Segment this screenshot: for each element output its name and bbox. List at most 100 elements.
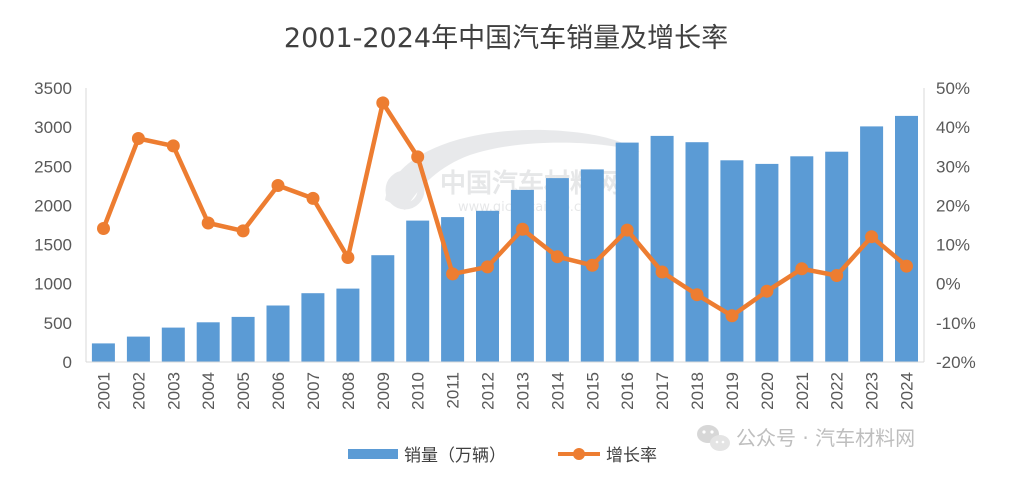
y-right-tick-label: 0% xyxy=(936,275,961,294)
growth-point xyxy=(655,265,669,279)
growth-point xyxy=(131,132,145,145)
growth-point xyxy=(620,223,634,237)
x-tick-label: 2004 xyxy=(199,372,218,410)
sales-bar xyxy=(790,156,814,362)
sales-bar xyxy=(720,160,744,362)
x-tick-label: 2008 xyxy=(339,372,358,410)
y-left-tick-label: 2000 xyxy=(34,196,72,215)
y-right-tick-label: 40% xyxy=(936,118,970,137)
growth-point xyxy=(830,269,844,282)
growth-point xyxy=(516,222,529,236)
legend: 销量（万辆） 增长率 xyxy=(348,446,657,466)
growth-point xyxy=(550,250,564,264)
y-left-tick-label: 1000 xyxy=(34,275,72,294)
legend-line-label: 增长率 xyxy=(606,446,657,466)
x-tick-label: 2018 xyxy=(688,372,707,410)
sales-bar xyxy=(615,142,639,362)
x-tick-label: 2024 xyxy=(898,372,917,410)
growth-point xyxy=(306,191,320,205)
y-right-tick-label: 10% xyxy=(936,236,970,255)
chart-title: 2001-2024年中国汽车销量及增长率 xyxy=(284,23,728,54)
sales-bar xyxy=(441,217,465,362)
growth-point xyxy=(236,224,250,238)
growth-point xyxy=(585,258,599,272)
line-series xyxy=(97,96,913,323)
sales-bar xyxy=(196,322,220,362)
growth-point xyxy=(97,222,110,235)
x-tick-label: 2001 xyxy=(95,372,114,410)
x-axis: 2001 2002 2003 2004 2005 2006 2007 2008 2009 2010… xyxy=(86,361,924,410)
watermark-swoosh-icon xyxy=(385,129,640,210)
sales-bar xyxy=(91,343,115,362)
wechat-account-label: 公众号 · 汽车材料网 xyxy=(736,426,915,450)
x-tick-label: 2011 xyxy=(444,372,463,409)
watermark-ring-icon xyxy=(385,170,425,210)
growth-point xyxy=(446,267,460,281)
y-left-tick-label: 500 xyxy=(44,314,72,333)
growth-point xyxy=(166,139,180,153)
y-axis-right: -20% -10% 0% 10% 20% 30% 40% 50% xyxy=(923,79,976,372)
y-left-tick-label: 1500 xyxy=(34,236,72,255)
y-left-tick-label: 2500 xyxy=(34,157,72,176)
y-left-tick-label: 3000 xyxy=(34,118,72,137)
growth-point xyxy=(271,179,285,192)
sales-bar xyxy=(126,336,150,362)
growth-point xyxy=(795,262,809,276)
sales-bar xyxy=(406,220,430,362)
sales-bar xyxy=(510,189,534,362)
sales-bar xyxy=(545,178,569,362)
x-tick-label: 2015 xyxy=(583,372,602,410)
x-tick-label: 2009 xyxy=(374,372,393,410)
wechat-watermark: 公众号 · 汽车材料网 xyxy=(697,425,915,451)
growth-point xyxy=(900,259,913,273)
y-right-tick-label: 50% xyxy=(936,79,970,98)
sales-bar xyxy=(476,210,499,362)
growth-point xyxy=(376,96,390,110)
sales-bar xyxy=(825,151,849,362)
x-tick-label: 2023 xyxy=(863,372,882,410)
y-right-tick-label: -10% xyxy=(936,314,976,333)
x-tick-label: 2016 xyxy=(618,372,637,410)
sales-bar xyxy=(336,288,360,362)
x-tick-label: 2005 xyxy=(234,372,253,410)
sales-bar xyxy=(755,163,779,362)
sales-bar xyxy=(161,327,185,362)
x-tick-label: 2003 xyxy=(164,372,183,410)
y-left-tick-label: 3500 xyxy=(34,79,72,98)
y-right-tick-label: 30% xyxy=(936,157,970,176)
wechat-icon xyxy=(697,425,730,451)
growth-point xyxy=(760,284,774,298)
growth-point xyxy=(865,230,879,244)
sales-bar xyxy=(231,316,255,362)
legend-bar-swatch xyxy=(348,449,398,459)
legend-line-marker xyxy=(573,448,585,460)
x-tick-label: 2010 xyxy=(409,372,428,410)
y-right-tick-label: -20% xyxy=(936,353,976,372)
sales-bar xyxy=(685,142,709,362)
x-tick-label: 2002 xyxy=(129,372,148,410)
x-tick-label: 2012 xyxy=(479,372,498,410)
y-axis-left: 0 500 1000 1500 2000 2500 3000 3500 xyxy=(34,79,87,372)
legend-bar-label: 销量（万辆） xyxy=(404,446,506,466)
x-tick-label: 2019 xyxy=(723,372,742,410)
x-tick-label: 2020 xyxy=(758,372,777,410)
sales-bar xyxy=(301,293,325,362)
sales-bar xyxy=(650,135,674,362)
x-tick-label: 2007 xyxy=(304,372,323,410)
growth-point xyxy=(201,216,215,230)
x-tick-label: 2017 xyxy=(653,372,672,410)
growth-point xyxy=(481,260,494,274)
sales-bar xyxy=(895,115,918,363)
growth-point xyxy=(341,251,355,264)
bar-series xyxy=(91,115,918,363)
x-tick-label: 2006 xyxy=(269,372,288,410)
growth-point xyxy=(690,288,704,302)
x-tick-label: 2014 xyxy=(548,372,567,410)
sales-bar xyxy=(371,255,395,362)
x-tick-label: 2013 xyxy=(514,372,533,410)
y-right-tick-label: 20% xyxy=(936,196,970,215)
x-tick-label: 2021 xyxy=(793,372,812,410)
y-left-tick-label: 0 xyxy=(63,353,72,372)
sales-bar xyxy=(860,126,884,363)
